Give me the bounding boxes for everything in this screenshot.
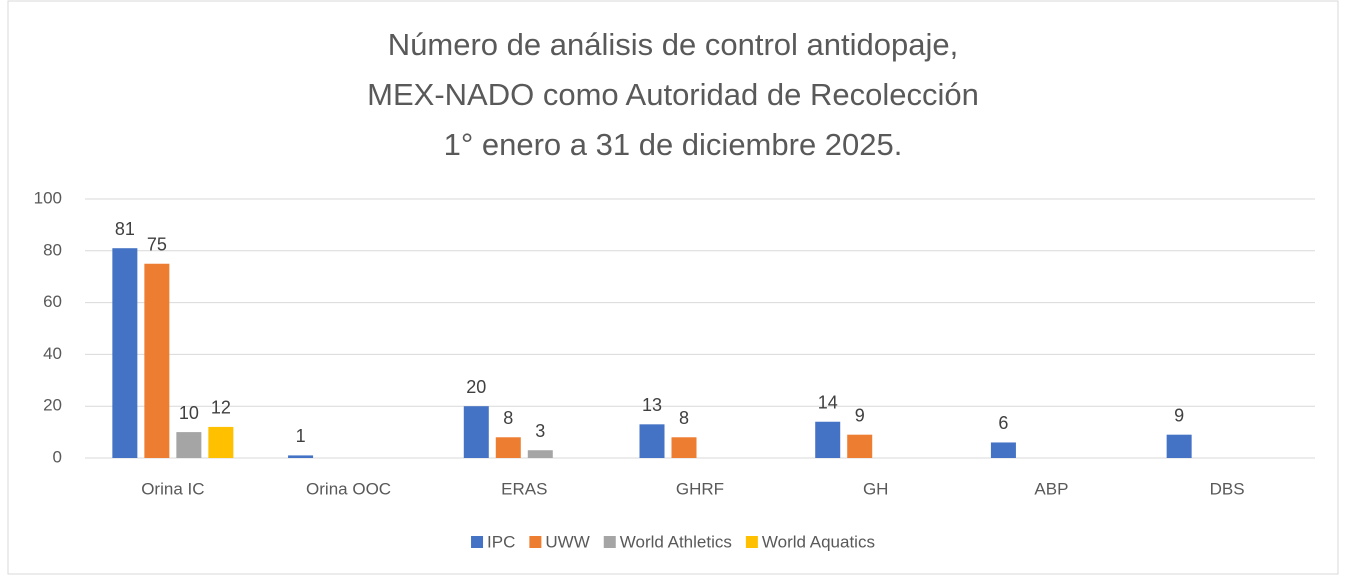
bar <box>208 426 234 458</box>
legend-label: IPC <box>487 532 515 551</box>
data-label: 75 <box>147 235 167 255</box>
chart-title: Número de análisis de control antidopaje… <box>388 27 958 62</box>
data-label: 1 <box>296 426 306 446</box>
x-tick-label: Orina OOC <box>306 479 391 498</box>
data-label: 13 <box>642 395 662 415</box>
data-label: 8 <box>679 408 689 428</box>
bar <box>847 434 873 458</box>
data-label: 8 <box>503 408 513 428</box>
bar <box>176 432 202 458</box>
chart-title: MEX-NADO como Autoridad de Recolección <box>367 77 979 112</box>
bar <box>495 437 521 458</box>
bar <box>112 248 138 458</box>
x-tick-label: ABP <box>1034 479 1068 498</box>
x-tick-label: DBS <box>1210 479 1245 498</box>
y-tick-label: 60 <box>43 292 62 311</box>
data-label: 20 <box>466 377 486 397</box>
legend-label: World Athletics <box>620 532 732 551</box>
legend-label: World Aquatics <box>762 532 875 551</box>
legend-swatch <box>745 536 758 548</box>
legend-label: UWW <box>545 532 589 551</box>
data-label: 81 <box>115 219 135 239</box>
data-label: 14 <box>818 392 838 412</box>
y-tick-label: 80 <box>43 240 62 259</box>
chart-border <box>7 0 1339 575</box>
y-tick-label: 100 <box>34 188 62 207</box>
bar <box>815 421 841 458</box>
data-label: 3 <box>535 421 545 441</box>
bar <box>671 437 697 458</box>
x-tick-label: Orina IC <box>141 479 204 498</box>
data-label: 9 <box>855 405 865 425</box>
data-label: 9 <box>1174 405 1184 425</box>
bar <box>639 424 665 458</box>
y-tick-label: 20 <box>43 396 62 415</box>
legend-swatch <box>529 536 542 548</box>
bar <box>463 406 489 458</box>
bar <box>288 455 314 458</box>
data-label: 12 <box>211 398 231 418</box>
bar <box>527 450 553 458</box>
y-tick-label: 0 <box>53 447 62 466</box>
bar <box>990 442 1016 458</box>
legend-swatch <box>603 536 616 548</box>
data-label: 6 <box>998 413 1008 433</box>
x-tick-label: GHRF <box>676 479 724 498</box>
x-tick-label: GH <box>863 479 889 498</box>
legend-swatch <box>471 536 484 548</box>
chart-title: 1° enero a 31 de diciembre 2025. <box>444 127 903 162</box>
bar <box>1166 434 1192 458</box>
x-tick-label: ERAS <box>501 479 547 498</box>
data-label: 10 <box>179 403 199 423</box>
y-tick-label: 40 <box>43 344 62 363</box>
bar <box>144 263 170 458</box>
